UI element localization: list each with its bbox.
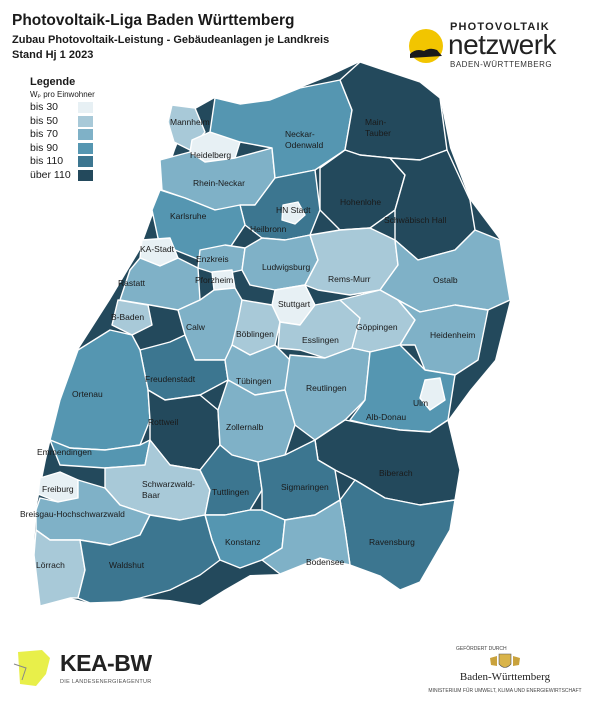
legend-item: bis 50 bbox=[30, 115, 120, 129]
district-bodensee bbox=[261, 499, 351, 575]
label-sigmaringen: Sigmaringen bbox=[281, 482, 329, 492]
pv-logo-main: netzwerk bbox=[448, 29, 557, 60]
label-biberach: Biberach bbox=[379, 468, 413, 478]
kea-map-icon bbox=[13, 650, 50, 686]
legend-label: bis 110 bbox=[30, 155, 64, 167]
district-hn-stadt bbox=[281, 201, 306, 225]
label-stuttgart: Stuttgart bbox=[278, 299, 311, 309]
label-reutlingen: Reutlingen bbox=[306, 383, 347, 393]
label-waldshut: Waldshut bbox=[109, 560, 145, 570]
district-heilbronn bbox=[239, 169, 321, 241]
map-title: Photovoltaik-Liga Baden Württemberg bbox=[12, 12, 295, 29]
bw-ministry: MINISTERIUM FÜR UMWELT, KLIMA UND ENERGI… bbox=[428, 688, 582, 694]
legend-unit: Wₚ pro Einwohner bbox=[30, 90, 95, 99]
kea-name: KEA-BW bbox=[60, 650, 152, 676]
label-rastatt: Rastatt bbox=[118, 278, 146, 288]
sun-lion-icon bbox=[409, 29, 443, 63]
kea-bw-logo: KEA-BW DIE LANDESENERGIEAGENTUR bbox=[12, 644, 182, 694]
label-ortenau: Ortenau bbox=[72, 389, 103, 399]
label-tuebingen: Tübingen bbox=[236, 376, 272, 386]
label-hn-stadt: HN Stadt bbox=[276, 205, 311, 215]
legend-title: Legende bbox=[30, 76, 76, 88]
label-konstanz: Konstanz bbox=[225, 537, 260, 547]
label-ludwigsburg: Ludwigsburg bbox=[262, 262, 310, 272]
label-tuttlingen: Tuttlingen bbox=[212, 487, 249, 497]
label-ka-stadt: KA-Stadt bbox=[140, 244, 175, 254]
legend-swatch bbox=[78, 115, 93, 127]
label-boeblingen: Böblingen bbox=[236, 329, 274, 339]
label-mannheim: Mannheim bbox=[170, 117, 210, 127]
legend-item: über 110 bbox=[30, 169, 120, 183]
baden-wuerttemberg-logo: GEFÖRDERT DURCH Baden-Württemberg MINIST… bbox=[420, 644, 590, 700]
legend-swatch bbox=[78, 129, 93, 140]
photovoltaik-netzwerk-logo: PHOTOVOLTAIK netzwerk BADEN-WÜRTTEMBERG bbox=[404, 18, 584, 74]
label-esslingen: Esslingen bbox=[302, 335, 339, 345]
header: Photovoltaik-Liga Baden Württemberg Zuba… bbox=[12, 12, 329, 61]
pv-logo-top: PHOTOVOLTAIK bbox=[450, 21, 550, 33]
label-alb-donau: Alb-Donau bbox=[366, 412, 406, 422]
legend-label: über 110 bbox=[30, 168, 71, 181]
legend-swatch bbox=[78, 142, 93, 154]
label-ostalb: Ostalb bbox=[433, 275, 458, 285]
label-heilbronn: Heilbronn bbox=[250, 224, 287, 234]
legend-swatch bbox=[78, 156, 93, 167]
bw-name: Baden-Württemberg bbox=[459, 671, 551, 683]
label-rhein-neckar: Rhein-Neckar bbox=[193, 178, 245, 188]
label-calw: Calw bbox=[186, 322, 206, 332]
label-emmendingen: Emmendingen bbox=[37, 447, 92, 457]
legend-item: bis 110 bbox=[30, 155, 120, 169]
label-enzkreis: Enzkreis bbox=[196, 254, 229, 264]
label-schwaebisch-hall: Schwäbisch Hall bbox=[384, 215, 446, 225]
label-heidenheim: Heidenheim bbox=[430, 330, 475, 340]
label-main-tauber: Main-Tauber bbox=[365, 117, 391, 138]
label-pforzheim: Pforzheim bbox=[195, 275, 233, 285]
district-b-baden bbox=[111, 299, 153, 336]
label-rems-murr: Rems-Murr bbox=[328, 274, 371, 284]
legend-item: bis 70 bbox=[30, 128, 120, 142]
district-biberach bbox=[314, 419, 461, 506]
district-waldshut bbox=[77, 514, 221, 604]
label-hohenlohe: Hohenlohe bbox=[340, 197, 381, 207]
district-tuttlingen bbox=[199, 444, 263, 516]
label-breisgau: Breisgau-Hochschwarzwald bbox=[20, 509, 125, 519]
label-ulm: Ulm bbox=[413, 398, 428, 408]
map-date: Stand Hj 1 2023 bbox=[12, 49, 94, 61]
legend-label: bis 50 bbox=[30, 114, 59, 127]
coat-of-arms-icon bbox=[490, 653, 520, 668]
map-subtitle: Zubau Photovoltaik-Leistung - Gebäudeanl… bbox=[12, 34, 330, 46]
legend-item: bis 90 bbox=[30, 142, 120, 156]
label-neckar-odenwald: Neckar-Odenwald bbox=[285, 129, 324, 150]
legend-label: bis 70 bbox=[30, 128, 59, 140]
label-karlsruhe: Karlsruhe bbox=[170, 211, 207, 221]
label-rottweil: Rottweil bbox=[148, 417, 178, 427]
label-goeppingen: Göppingen bbox=[356, 322, 398, 332]
legend: Legende Wₚ pro Einwohner bis 30 bis 50 bis… bbox=[30, 76, 120, 182]
legend-swatch bbox=[78, 169, 93, 181]
label-freiburg: Freiburg bbox=[42, 484, 74, 494]
pv-logo-region: BADEN-WÜRTTEMBERG bbox=[450, 60, 553, 69]
legend-label: bis 30 bbox=[30, 101, 59, 113]
district-main-tauber bbox=[339, 61, 448, 161]
district-ulm bbox=[419, 377, 446, 411]
kea-sub: DIE LANDESENERGIEAGENTUR bbox=[60, 679, 152, 685]
label-freudenstadt: Freudenstadt bbox=[145, 374, 196, 384]
legend-label: bis 90 bbox=[30, 141, 59, 154]
legend-swatch bbox=[78, 102, 93, 113]
legend-item: bis 30 bbox=[30, 101, 120, 115]
label-ravensburg: Ravensburg bbox=[369, 537, 415, 547]
bw-funded-by: GEFÖRDERT DURCH bbox=[456, 646, 507, 652]
label-loerrach: Lörrach bbox=[36, 560, 65, 570]
label-heidelberg: Heidelberg bbox=[190, 150, 231, 160]
label-b-baden: B-Baden bbox=[111, 312, 144, 322]
label-zollernalb: Zollernalb bbox=[226, 422, 264, 432]
label-bodensee: Bodensee bbox=[306, 557, 345, 567]
label-schwarzwald-baar: Schwarzwald-Baar bbox=[142, 479, 195, 500]
